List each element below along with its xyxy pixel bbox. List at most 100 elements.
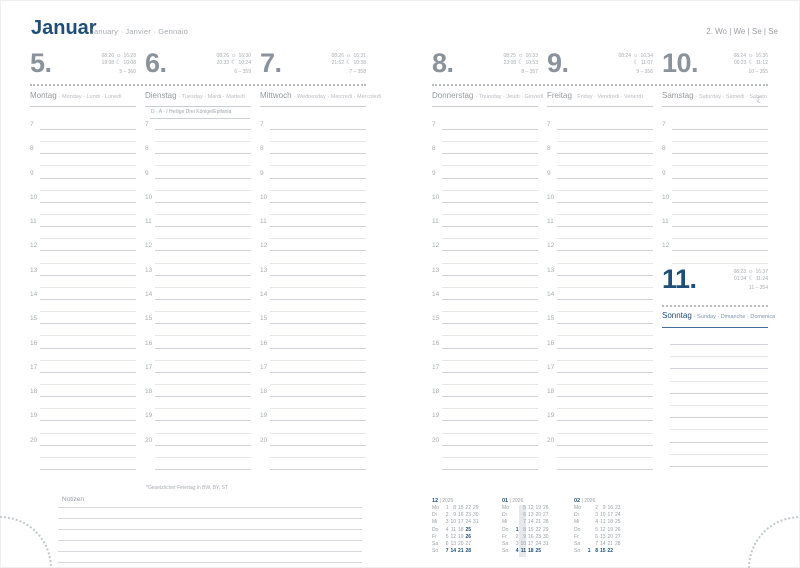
sunrise-sunset-row: 08:24 ☼ 16:36 xyxy=(696,53,768,60)
hour-label: 11 xyxy=(145,218,152,226)
mini-calendar-date: 9 xyxy=(453,512,456,519)
mini-calendar-date: 27 xyxy=(465,541,471,548)
week-number-label: 2. Wo | We | Se | Se xyxy=(706,27,778,36)
hour-line xyxy=(270,444,366,446)
half-hour-line xyxy=(672,213,768,215)
day-name-translations: · Saturday · Samedi · Sabato xyxy=(695,94,767,100)
mini-calendar-weekday-label: Mo xyxy=(432,505,439,511)
hour-line xyxy=(442,323,538,325)
hour-label: 9 xyxy=(432,169,436,177)
half-hour-line xyxy=(442,383,538,385)
hour-label: 7 xyxy=(145,121,149,128)
mini-calendar-row: Mi 3 10 17 24 31 xyxy=(432,519,480,526)
half-hour-line xyxy=(40,286,136,288)
mini-calendar-date xyxy=(471,548,479,555)
hour-label: 9 xyxy=(662,169,666,177)
half-hour-line xyxy=(155,141,251,143)
day-name-underline xyxy=(260,106,366,107)
hour-line xyxy=(270,298,366,300)
mini-calendar-date: 2 xyxy=(515,533,519,540)
day-name: Donnerstag xyxy=(432,91,474,100)
mini-calendar-date: 15 xyxy=(457,505,464,511)
mini-calendar-date: 17 xyxy=(607,512,613,519)
half-hour-line xyxy=(155,456,251,458)
hour-line xyxy=(155,420,251,422)
corner-dotted-arc-left xyxy=(0,516,52,568)
mini-calendar-date: 19 xyxy=(457,533,464,540)
half-hour-line xyxy=(155,238,251,240)
holiday-underline xyxy=(150,118,250,119)
hour-label: 7 xyxy=(662,121,666,128)
hour-line xyxy=(270,201,366,203)
sun-moon-times: 08:26 ☼ 16:28 19:08 ☾ 10:08 5 – 360 xyxy=(64,53,136,75)
hour-line xyxy=(155,226,251,228)
notes-line xyxy=(58,507,362,508)
month-translations: January · Janvier · Gennaio xyxy=(90,27,188,36)
hour-label: 14 xyxy=(547,290,555,298)
mini-calendar-row: Sa 7 14 21 28 xyxy=(574,541,622,548)
hour-line xyxy=(40,444,136,446)
hour-label: 12 xyxy=(145,242,153,250)
hour-label: 15 xyxy=(145,315,153,323)
hour-label: 16 xyxy=(260,339,268,347)
hour-label: 20 xyxy=(260,436,268,444)
mini-calendar-12-2025: 12 | 2025 Mo 1 8 15 22 29 Di 2 9 16 23 30 Mi 3 10 17 24 31… xyxy=(432,497,480,555)
hour-line xyxy=(557,177,653,179)
hour-line xyxy=(270,250,366,252)
hour-line xyxy=(40,250,136,252)
mini-calendar-date xyxy=(511,505,519,512)
mini-calendar-date: 11 xyxy=(450,526,456,533)
mini-calendar-date: 10 xyxy=(520,541,526,548)
day-name-underline xyxy=(547,106,653,107)
sunrise-sunset-row: 08:24 ☼ 16:34 xyxy=(581,53,653,60)
hour-label: 20 xyxy=(547,436,555,444)
mini-calendar-row: Sa 6 13 20 27 xyxy=(432,541,480,548)
half-hour-line xyxy=(270,189,366,191)
hour-line xyxy=(557,347,653,349)
half-hour-line xyxy=(270,359,366,361)
moonrise-moonset-row: 00:23 ☾ 11:12 xyxy=(696,60,768,67)
mini-calendar-date xyxy=(541,548,549,555)
sunset-time: 16:34 xyxy=(640,53,653,59)
mini-calendar-date: 25 xyxy=(535,548,541,555)
mini-calendar-date: 4 xyxy=(595,519,598,526)
mini-calendar-row: Mo 5 12 19 26 xyxy=(502,505,550,512)
half-hour-line xyxy=(672,165,768,167)
hour-label: 19 xyxy=(547,412,555,420)
mini-calendar-weekday-label: So xyxy=(502,548,509,555)
hour-line xyxy=(557,420,653,422)
hour-line xyxy=(672,153,768,155)
half-hour-line xyxy=(557,432,653,434)
sunday-writing-line xyxy=(670,466,768,467)
mini-calendar-date xyxy=(583,541,591,548)
half-hour-line xyxy=(672,262,768,264)
mini-calendar-01-2026: 01 | 2026 Mo 5 12 19 26 Di 6 13 20 27 Mi 7 14 21 28 Do 1 8… xyxy=(502,497,550,557)
mini-calendar-weekday-label: Di xyxy=(574,512,579,519)
sun-moon-times: 08:24 ☼ 16:34 ☾ 11:07 9 – 356 xyxy=(581,53,653,75)
day-name-underline xyxy=(30,106,136,107)
hour-line xyxy=(557,226,653,228)
hour-label: 17 xyxy=(30,363,38,371)
hour-line xyxy=(442,153,538,155)
sunset-time: 16:33 xyxy=(525,53,538,59)
half-hour-line xyxy=(155,432,251,434)
hour-label: 12 xyxy=(547,242,555,250)
hour-line xyxy=(442,396,538,398)
current-week-highlight xyxy=(518,505,526,557)
sun-moon-times: 08:23 ☼ 16:37 01:34 ☾ 11:24 11 – 354 xyxy=(696,269,768,291)
hour-line xyxy=(270,129,366,130)
hour-line xyxy=(40,323,136,325)
mini-calendar-date: 24 xyxy=(535,541,541,548)
mini-calendar-header: 01 | 2026 xyxy=(502,497,550,505)
notes-label: Notizen xyxy=(62,496,85,503)
moon-icon: ☾ xyxy=(633,59,639,66)
hour-line xyxy=(442,298,538,300)
mini-calendar-date: 8 xyxy=(595,548,598,555)
hour-label: 18 xyxy=(547,388,555,396)
hour-line xyxy=(40,177,136,179)
day-of-year-counter: 7 – 358 xyxy=(349,69,366,75)
hour-label: 18 xyxy=(432,388,440,396)
half-hour-line xyxy=(557,311,653,313)
hour-line xyxy=(40,226,136,228)
